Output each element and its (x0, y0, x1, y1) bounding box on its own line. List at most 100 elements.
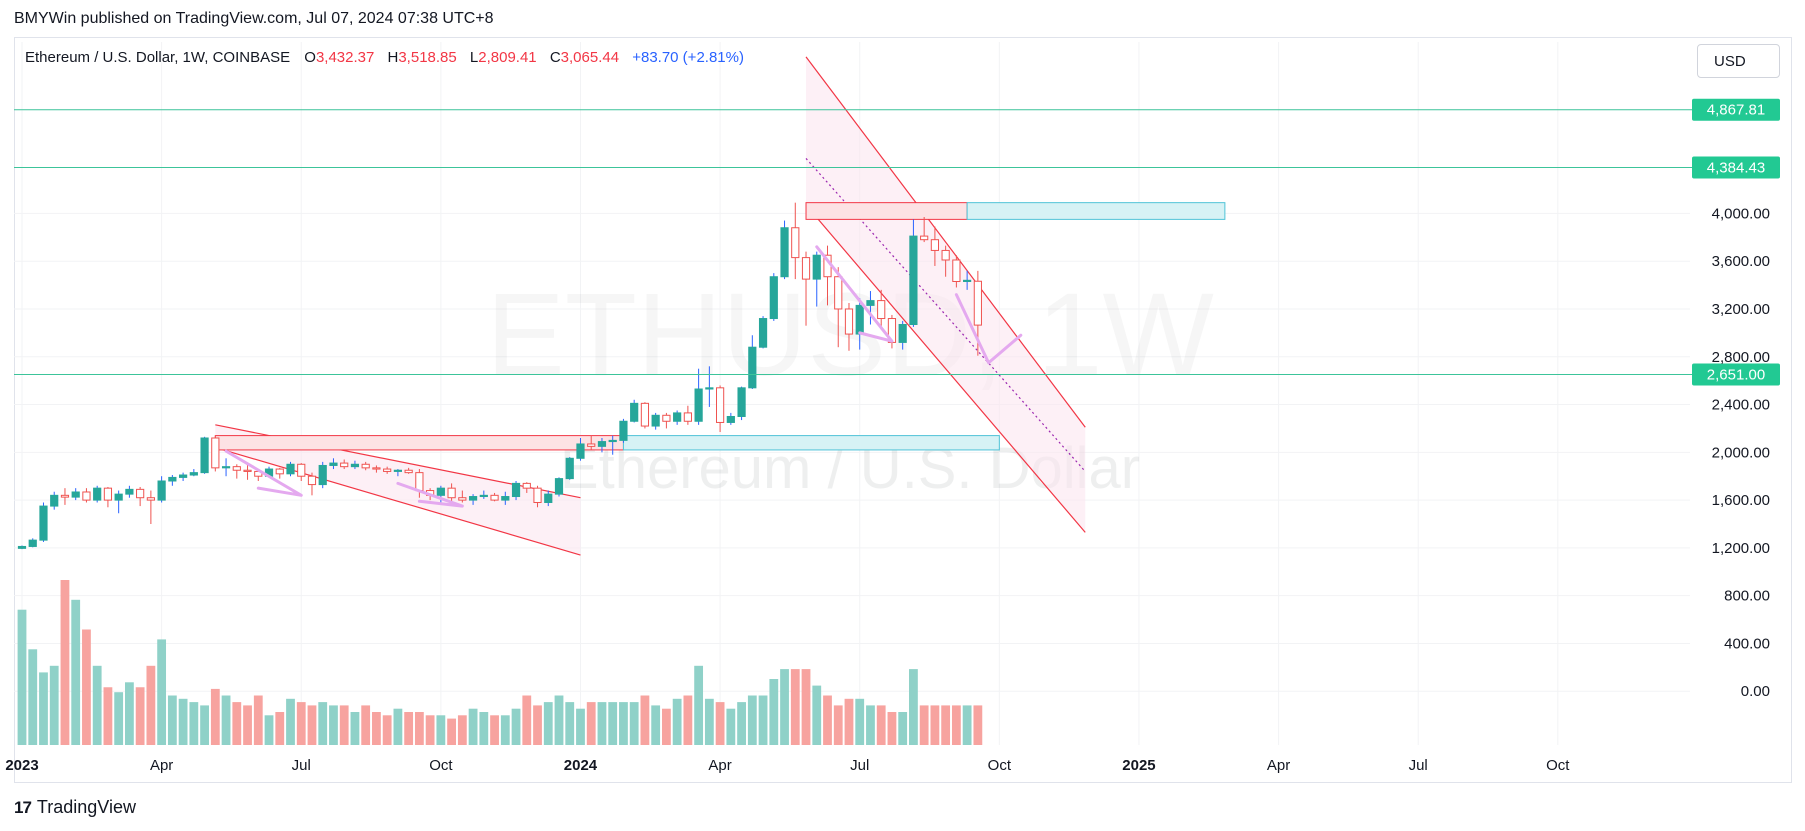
volume-bar (651, 705, 661, 745)
target-zone-2024 (622, 435, 1000, 451)
x-tick-label: Oct (429, 757, 453, 774)
volume-bar (157, 639, 167, 745)
candle-body (372, 467, 381, 470)
candle-body (544, 493, 553, 503)
candle-body (619, 420, 628, 441)
candle-body (522, 482, 531, 489)
volume-bar (114, 692, 124, 745)
volume-bar (189, 702, 199, 745)
volume-bar (726, 708, 736, 745)
candle-body (576, 443, 585, 459)
supply-zone-2023 (214, 435, 624, 451)
volume-bar (876, 705, 886, 745)
candle-body (898, 324, 907, 343)
channel-2024-fill (806, 56, 1086, 533)
watermark-ticker: ETHUSD, 1W (486, 269, 1214, 401)
candle-body (340, 462, 349, 468)
volume-bar (318, 702, 328, 745)
volume-bar (60, 580, 70, 745)
chart-frame (14, 37, 1792, 783)
volume-bar (286, 698, 295, 745)
volume-bar (404, 712, 414, 745)
candle-body (855, 304, 864, 335)
volume-bar (135, 687, 145, 745)
volume-bar (490, 715, 499, 745)
currency-button[interactable]: USD (1697, 44, 1780, 78)
volume-bar (737, 702, 746, 745)
level-badge (1692, 156, 1780, 179)
volume-bar (951, 705, 961, 745)
symbol-title[interactable]: Ethereum / U.S. Dollar, 1W, COINBASE (25, 49, 291, 66)
x-tick-label: Jul (850, 757, 869, 774)
candle-body (350, 463, 360, 468)
candle-body (329, 462, 338, 466)
candle-body (973, 280, 982, 326)
volume-bar (447, 718, 456, 745)
candle-body (211, 437, 220, 469)
candle-body (608, 439, 617, 443)
candle-body (436, 487, 445, 496)
y-tick-label: 2,000.00 (1712, 444, 1770, 461)
volume-bar (758, 695, 768, 745)
volume-bar (919, 705, 929, 745)
volume-bar (414, 712, 424, 745)
volume-bar (457, 715, 467, 745)
y-tick-label: 2,400.00 (1712, 397, 1770, 414)
candle-body (501, 496, 510, 501)
volume-bar (210, 688, 220, 745)
volume-bar (264, 715, 274, 745)
volume-bar (17, 609, 27, 745)
candle-body (318, 464, 327, 486)
tradingview-logo[interactable]: 17 TradingView (14, 797, 136, 818)
candle-body (963, 279, 972, 282)
tradingview-logo-icon: 17 (14, 797, 32, 817)
volume-bar (178, 698, 188, 745)
volume-bar (28, 649, 38, 745)
x-tick-label: Jul (292, 757, 311, 774)
candle-body (920, 235, 929, 241)
arrow-down-3 (815, 245, 894, 343)
supply-zone-2024 (805, 202, 968, 220)
volume-bar (479, 712, 489, 745)
volume-bar (372, 712, 381, 745)
volume-bar (522, 695, 532, 745)
candle-body (726, 415, 735, 423)
x-tick-label: Oct (1546, 757, 1570, 774)
candle-body (511, 482, 521, 498)
candle-body (791, 227, 800, 259)
candle-body (383, 468, 392, 472)
volume-bar (436, 715, 446, 745)
candle-body (146, 497, 155, 501)
level-label: 4,384.43 (1707, 159, 1765, 176)
volume-bar (715, 702, 725, 745)
volume-bar (275, 712, 285, 745)
volume-bar (361, 705, 371, 745)
x-tick-label: 2025 (1122, 757, 1155, 774)
x-tick-label: Apr (150, 757, 173, 774)
arrow-down-4 (954, 293, 1023, 365)
candle-body (200, 437, 209, 474)
volume-bar (339, 705, 349, 745)
volume-bar (146, 665, 156, 745)
volume-bar (941, 705, 951, 745)
candle-body (694, 388, 703, 422)
y-tick-label: 1,200.00 (1712, 540, 1770, 557)
volume-bar (844, 698, 854, 745)
candle-body (769, 276, 778, 320)
candle-body (565, 457, 574, 480)
tradingview-brand: TradingView (36, 797, 136, 817)
target-zone-2025 (966, 202, 1226, 220)
open-value: 3,432.37 (315, 49, 375, 66)
channel-2024-upper (805, 56, 1086, 428)
arrow-down-2 (396, 481, 464, 508)
candle-body (125, 488, 134, 495)
candle-body (877, 300, 886, 320)
candle-body (28, 539, 37, 547)
candle-body (297, 463, 306, 477)
volume-bar (769, 679, 779, 745)
candle-layer (17, 202, 982, 550)
volume-bar (586, 702, 596, 745)
volume-bar (71, 599, 81, 745)
candle-body (941, 249, 950, 261)
